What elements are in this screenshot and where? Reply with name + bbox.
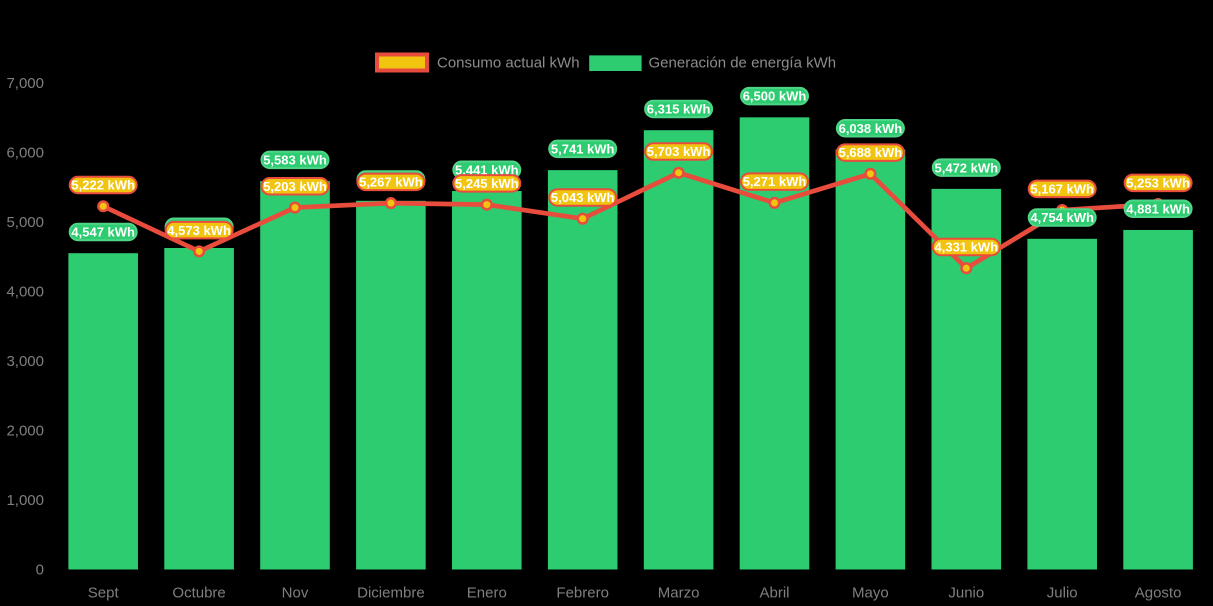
- svg-text:Enero: Enero: [467, 585, 507, 602]
- svg-text:Sept: Sept: [88, 585, 120, 602]
- svg-text:5,688 kWh: 5,688 kWh: [839, 145, 903, 160]
- svg-text:5,583 kWh: 5,583 kWh: [263, 153, 327, 168]
- svg-text:2,000: 2,000: [6, 423, 44, 440]
- svg-text:5,167 kWh: 5,167 kWh: [1030, 181, 1094, 196]
- svg-text:5,245 kWh: 5,245 kWh: [455, 176, 519, 191]
- svg-text:5,203 kWh: 5,203 kWh: [263, 179, 327, 194]
- svg-text:Abril: Abril: [759, 585, 789, 602]
- svg-text:Julio: Julio: [1047, 585, 1078, 602]
- svg-text:5,000: 5,000: [6, 214, 44, 231]
- svg-text:6,038 kWh: 6,038 kWh: [839, 121, 903, 136]
- svg-text:6,315 kWh: 6,315 kWh: [647, 102, 711, 117]
- svg-text:5,271 kWh: 5,271 kWh: [743, 174, 807, 189]
- svg-text:6,500 kWh: 6,500 kWh: [743, 89, 807, 104]
- svg-text:Generación de energía kWh: Generación de energía kWh: [649, 55, 837, 72]
- svg-text:4,881 kWh: 4,881 kWh: [1126, 201, 1190, 216]
- svg-text:Agosto: Agosto: [1135, 585, 1182, 602]
- svg-text:5,267 kWh: 5,267 kWh: [359, 175, 423, 190]
- svg-text:5,043 kWh: 5,043 kWh: [551, 190, 615, 205]
- svg-text:1,000: 1,000: [6, 492, 44, 509]
- svg-text:7,000: 7,000: [6, 75, 44, 92]
- svg-text:4,000: 4,000: [6, 283, 44, 300]
- svg-text:Diciembre: Diciembre: [357, 585, 425, 602]
- svg-text:Nov: Nov: [282, 585, 309, 602]
- svg-text:5,441 kWh: 5,441 kWh: [455, 162, 519, 177]
- svg-text:3,000: 3,000: [6, 353, 44, 370]
- svg-text:5,741 kWh: 5,741 kWh: [551, 142, 615, 157]
- svg-text:Marzo: Marzo: [658, 585, 700, 602]
- svg-text:4,547 kWh: 4,547 kWh: [71, 225, 135, 240]
- svg-text:5,253 kWh: 5,253 kWh: [1126, 175, 1190, 190]
- svg-text:5,222 kWh: 5,222 kWh: [71, 178, 135, 193]
- svg-text:Junio: Junio: [948, 585, 984, 602]
- svg-text:6,000: 6,000: [6, 144, 44, 161]
- svg-text:4,573 kWh: 4,573 kWh: [167, 223, 231, 238]
- svg-text:Octubre: Octubre: [172, 585, 225, 602]
- svg-text:4,754 kWh: 4,754 kWh: [1030, 210, 1094, 225]
- svg-text:Febrero: Febrero: [556, 585, 609, 602]
- svg-text:Mayo: Mayo: [852, 585, 889, 602]
- svg-text:5,472 kWh: 5,472 kWh: [935, 160, 999, 175]
- svg-text:0: 0: [36, 562, 44, 579]
- svg-text:Consumo actual kWh: Consumo actual kWh: [437, 55, 580, 72]
- svg-text:4,331 kWh: 4,331 kWh: [935, 240, 999, 255]
- svg-text:5,703 kWh: 5,703 kWh: [647, 144, 711, 159]
